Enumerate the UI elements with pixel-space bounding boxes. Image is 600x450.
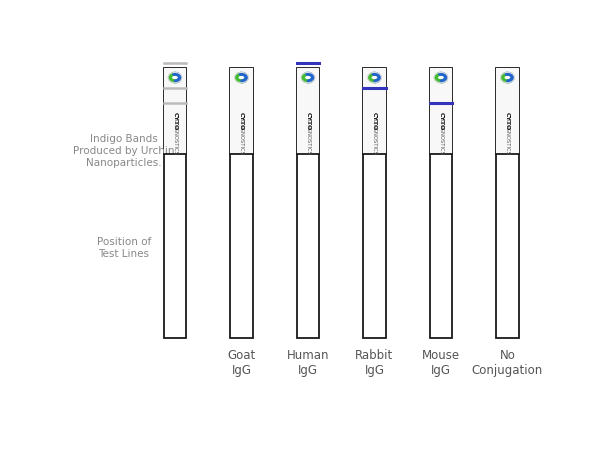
Bar	[297, 68, 319, 154]
Text: CYTO: CYTO	[305, 112, 310, 130]
Text: DIAGNOSTICS: DIAGNOSTICS	[239, 119, 244, 155]
Text: CYTO: CYTO	[239, 112, 244, 130]
Text: Human
IgG: Human IgG	[287, 349, 329, 377]
Bar	[496, 68, 518, 338]
Circle shape	[500, 72, 514, 83]
Text: Rabbit
IgG: Rabbit IgG	[355, 349, 394, 377]
Circle shape	[434, 72, 448, 83]
Text: DIAGNOSTICS: DIAGNOSTICS	[305, 119, 310, 155]
Circle shape	[168, 72, 182, 83]
Bar	[430, 68, 452, 154]
Text: DIAGNOSTICS: DIAGNOSTICS	[439, 119, 443, 155]
Text: CYTO: CYTO	[505, 112, 510, 130]
Circle shape	[367, 72, 382, 83]
Bar	[363, 68, 386, 338]
Text: DIAGNOSTICS: DIAGNOSTICS	[505, 119, 510, 155]
Circle shape	[235, 72, 248, 83]
Bar	[430, 68, 452, 338]
Text: No
Conjugation: No Conjugation	[472, 349, 543, 377]
Bar	[164, 68, 186, 154]
Text: CYTO: CYTO	[172, 112, 178, 130]
Bar	[230, 68, 253, 154]
Text: DIAGNOSTICS: DIAGNOSTICS	[172, 119, 178, 155]
Text: CYTO: CYTO	[372, 112, 377, 130]
Bar	[297, 68, 319, 338]
Bar	[496, 68, 518, 154]
Text: Mouse
IgG: Mouse IgG	[422, 349, 460, 377]
Text: Indigo Bands
Produced by Urchin
Nanoparticles.: Indigo Bands Produced by Urchin Nanopart…	[73, 135, 175, 167]
Text: CYTO: CYTO	[439, 112, 443, 130]
Text: Position of
Test Lines: Position of Test Lines	[97, 237, 151, 259]
Bar	[363, 68, 386, 154]
Circle shape	[301, 72, 315, 83]
Bar	[164, 68, 186, 338]
Text: DIAGNOSTICS: DIAGNOSTICS	[372, 119, 377, 155]
Text: Goat
IgG: Goat IgG	[227, 349, 256, 377]
Bar	[230, 68, 253, 338]
